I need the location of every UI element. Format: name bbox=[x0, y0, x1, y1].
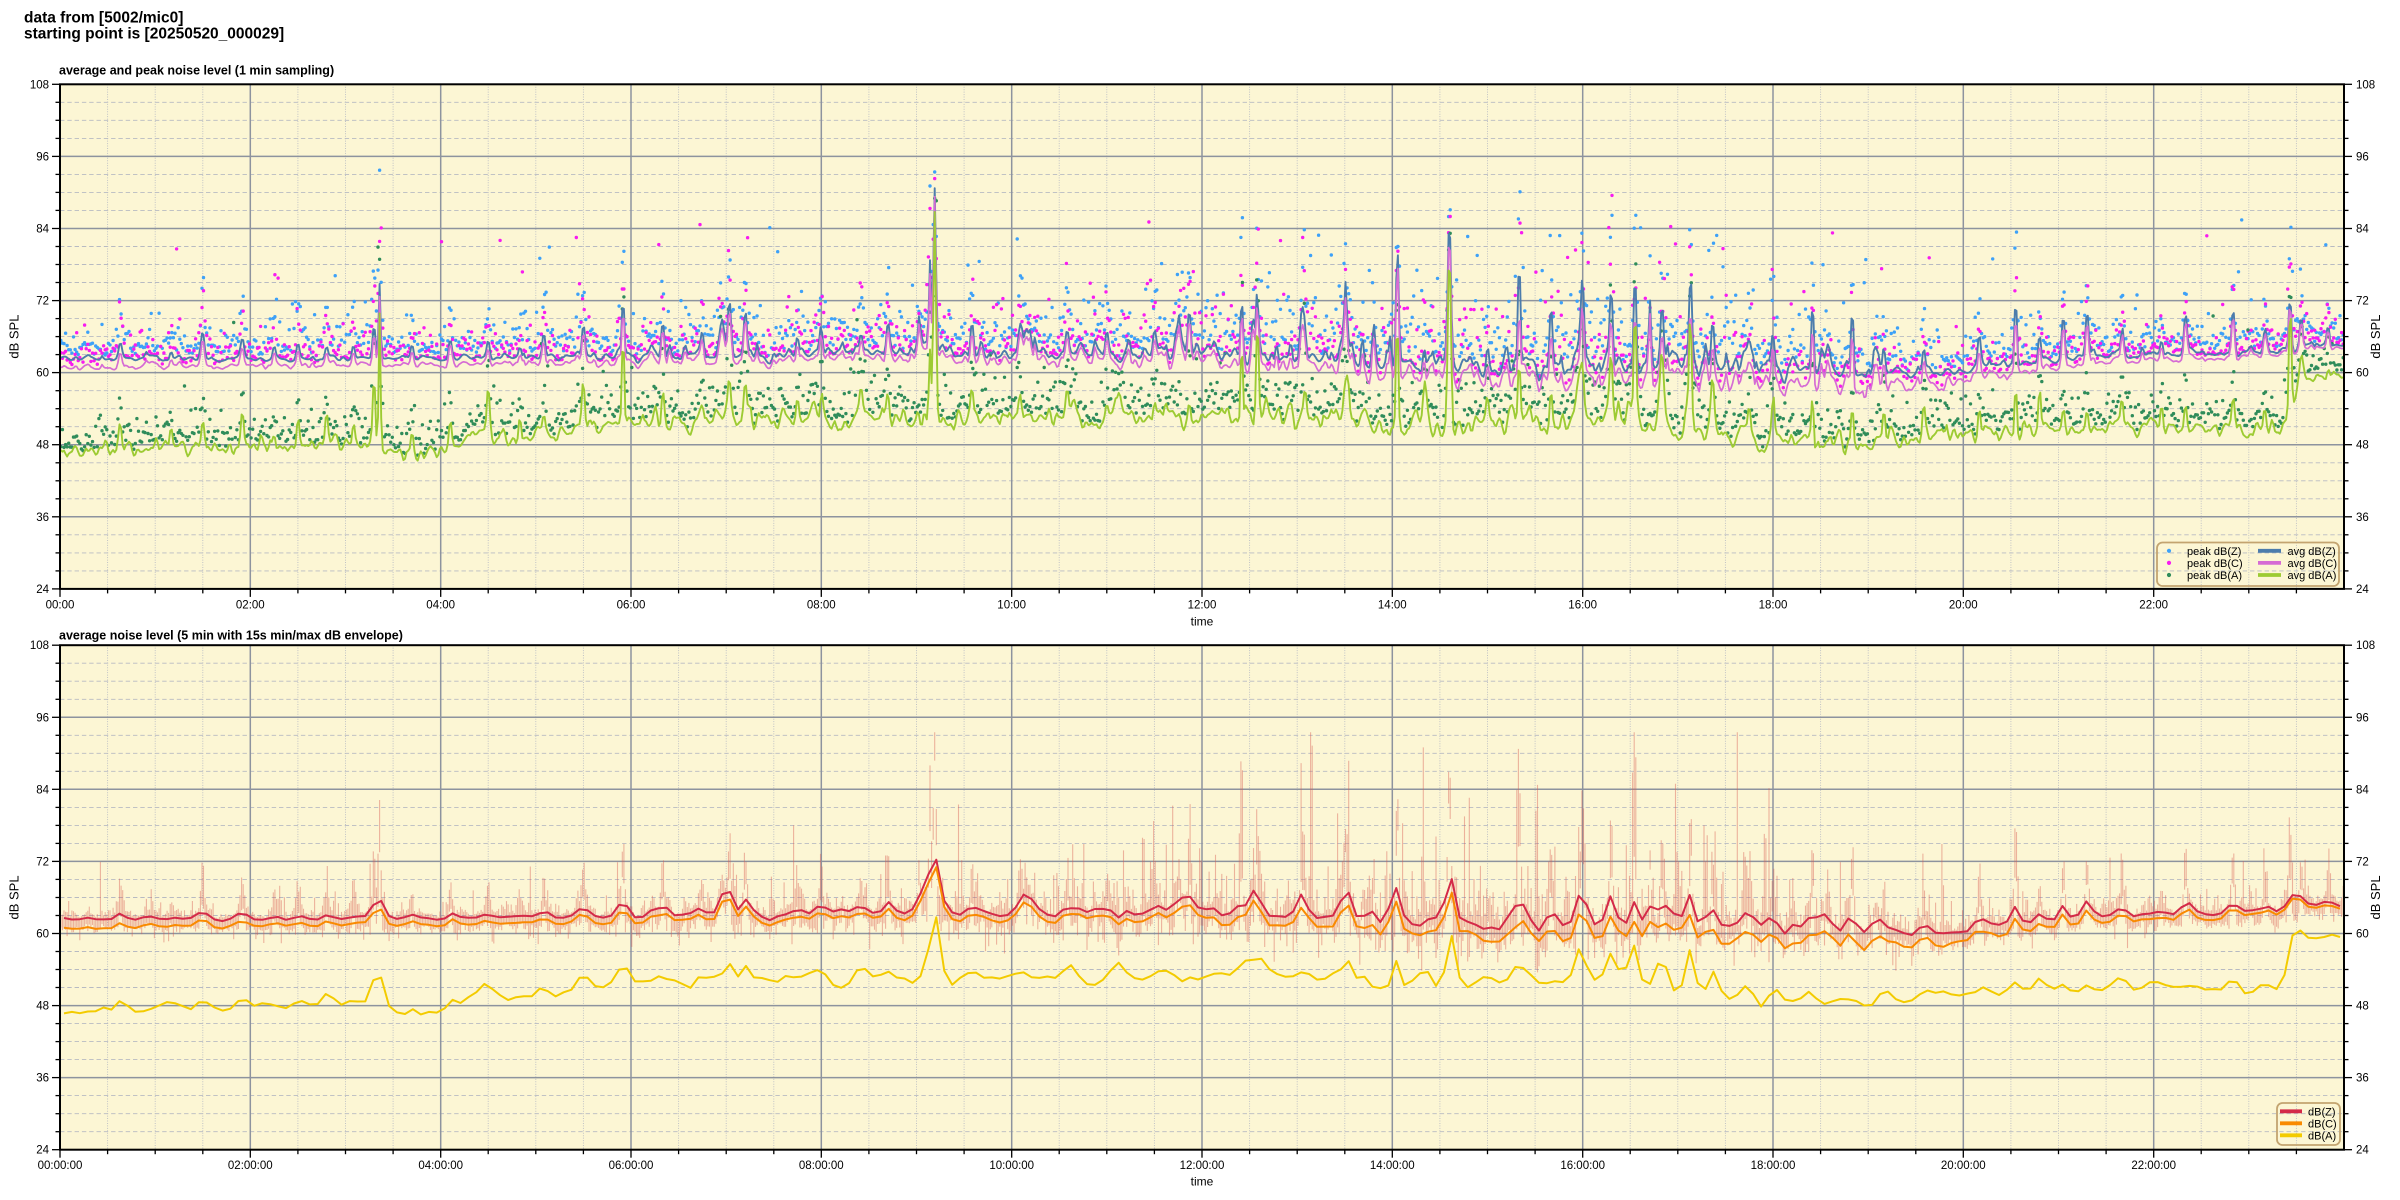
svg-text:60: 60 bbox=[36, 929, 49, 941]
svg-text:24: 24 bbox=[2356, 584, 2369, 596]
svg-text:04:00:00: 04:00:00 bbox=[418, 1160, 463, 1172]
svg-text:10:00:00: 10:00:00 bbox=[989, 1160, 1034, 1172]
svg-text:22:00:00: 22:00:00 bbox=[2131, 1160, 2176, 1172]
svg-text:72: 72 bbox=[36, 856, 49, 868]
svg-text:60: 60 bbox=[2356, 929, 2369, 941]
svg-text:96: 96 bbox=[36, 151, 49, 163]
svg-text:time: time bbox=[1191, 615, 1214, 629]
svg-text:avg dB(C): avg dB(C) bbox=[2288, 558, 2338, 570]
svg-text:dB(C): dB(C) bbox=[2308, 1118, 2337, 1130]
svg-text:peak dB(A): peak dB(A) bbox=[2187, 570, 2242, 582]
svg-text:36: 36 bbox=[2356, 512, 2369, 524]
svg-text:60: 60 bbox=[36, 368, 49, 380]
svg-text:dB SPL: dB SPL bbox=[7, 315, 22, 359]
svg-text:108: 108 bbox=[30, 640, 49, 652]
svg-text:time: time bbox=[1191, 1175, 1214, 1189]
svg-text:14:00: 14:00 bbox=[1378, 599, 1407, 611]
svg-text:72: 72 bbox=[2356, 296, 2369, 308]
svg-text:12:00: 12:00 bbox=[1188, 599, 1217, 611]
svg-text:06:00: 06:00 bbox=[617, 599, 646, 611]
svg-text:24: 24 bbox=[2356, 1145, 2369, 1157]
svg-text:20:00: 20:00 bbox=[1949, 599, 1978, 611]
svg-text:48: 48 bbox=[36, 440, 49, 452]
svg-text:dB SPL: dB SPL bbox=[7, 875, 22, 919]
svg-text:48: 48 bbox=[2356, 440, 2369, 452]
svg-text:average and peak noise level (: average and peak noise level (1 min samp… bbox=[59, 64, 334, 78]
svg-text:108: 108 bbox=[2356, 640, 2375, 652]
svg-text:00:00: 00:00 bbox=[46, 599, 75, 611]
svg-text:data from [5002/mic0]: data from [5002/mic0] bbox=[24, 10, 183, 27]
svg-text:36: 36 bbox=[36, 512, 49, 524]
svg-text:16:00: 16:00 bbox=[1568, 599, 1597, 611]
svg-text:02:00:00: 02:00:00 bbox=[228, 1160, 273, 1172]
svg-text:22:00: 22:00 bbox=[2139, 599, 2168, 611]
svg-text:48: 48 bbox=[36, 1001, 49, 1013]
svg-text:20:00:00: 20:00:00 bbox=[1941, 1160, 1986, 1172]
svg-text:108: 108 bbox=[2356, 79, 2375, 91]
svg-text:108: 108 bbox=[30, 79, 49, 91]
svg-text:12:00:00: 12:00:00 bbox=[1180, 1160, 1225, 1172]
svg-text:dB SPL: dB SPL bbox=[2368, 315, 2383, 359]
svg-text:18:00:00: 18:00:00 bbox=[1751, 1160, 1796, 1172]
svg-text:14:00:00: 14:00:00 bbox=[1370, 1160, 1415, 1172]
svg-text:00:00:00: 00:00:00 bbox=[38, 1160, 83, 1172]
svg-text:84: 84 bbox=[36, 784, 49, 796]
svg-text:dB SPL: dB SPL bbox=[2368, 875, 2383, 919]
svg-text:84: 84 bbox=[2356, 224, 2369, 236]
svg-text:84: 84 bbox=[2356, 784, 2369, 796]
svg-text:10:00: 10:00 bbox=[997, 599, 1026, 611]
svg-text:96: 96 bbox=[2356, 712, 2369, 724]
svg-text:average noise level (5 min wit: average noise level (5 min with 15s min/… bbox=[59, 629, 403, 643]
svg-text:starting point is [20250520_00: starting point is [20250520_000029] bbox=[24, 26, 284, 43]
svg-text:72: 72 bbox=[36, 296, 49, 308]
svg-text:peak dB(Z): peak dB(Z) bbox=[2187, 546, 2241, 558]
svg-text:06:00:00: 06:00:00 bbox=[609, 1160, 654, 1172]
svg-text:36: 36 bbox=[36, 1073, 49, 1085]
svg-text:16:00:00: 16:00:00 bbox=[1560, 1160, 1605, 1172]
svg-text:02:00: 02:00 bbox=[236, 599, 265, 611]
svg-text:96: 96 bbox=[36, 712, 49, 724]
svg-text:dB(Z): dB(Z) bbox=[2308, 1106, 2336, 1118]
svg-text:08:00:00: 08:00:00 bbox=[799, 1160, 844, 1172]
svg-text:36: 36 bbox=[2356, 1073, 2369, 1085]
svg-text:24: 24 bbox=[36, 584, 49, 596]
svg-text:dB(A): dB(A) bbox=[2308, 1130, 2336, 1142]
svg-text:60: 60 bbox=[2356, 368, 2369, 380]
svg-text:08:00: 08:00 bbox=[807, 599, 836, 611]
svg-text:04:00: 04:00 bbox=[426, 599, 455, 611]
svg-text:48: 48 bbox=[2356, 1001, 2369, 1013]
svg-text:96: 96 bbox=[2356, 151, 2369, 163]
svg-text:18:00: 18:00 bbox=[1759, 599, 1788, 611]
svg-text:72: 72 bbox=[2356, 856, 2369, 868]
svg-text:24: 24 bbox=[36, 1145, 49, 1157]
svg-text:peak dB(C): peak dB(C) bbox=[2187, 558, 2243, 570]
svg-text:avg dB(Z): avg dB(Z) bbox=[2288, 546, 2336, 558]
svg-text:84: 84 bbox=[36, 224, 49, 236]
svg-text:avg dB(A): avg dB(A) bbox=[2288, 570, 2337, 582]
